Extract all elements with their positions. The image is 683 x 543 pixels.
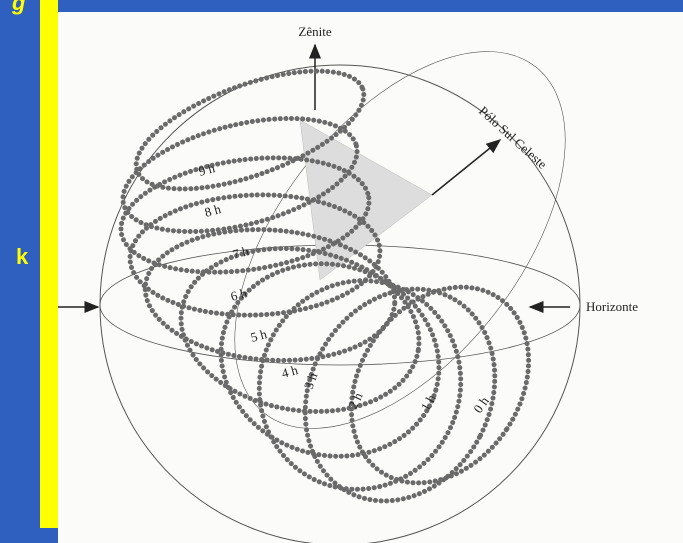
sun-path-loop bbox=[198, 238, 462, 481]
hour-label: 7 h bbox=[231, 243, 251, 262]
pole-label: Pólo Sul Celeste bbox=[476, 103, 550, 172]
hour-label: 6 h bbox=[229, 285, 249, 304]
hour-label: 9 h bbox=[197, 160, 217, 179]
arrow bbox=[432, 140, 500, 195]
sun-path-loop bbox=[228, 250, 492, 520]
hour-label: 3 h bbox=[301, 370, 321, 391]
slide: g k Zênite Pólo Sul Celeste Horizonte 9 … bbox=[0, 0, 683, 543]
accent-bar bbox=[40, 0, 58, 528]
hour-label: 4 h bbox=[280, 362, 300, 381]
hour-label: 8 h bbox=[203, 201, 223, 220]
sphere-diagram: Zênite Pólo Sul Celeste Horizonte 9 h 8 h… bbox=[58, 12, 683, 543]
horizon-label: Horizonte bbox=[586, 299, 638, 314]
figure: Zênite Pólo Sul Celeste Horizonte 9 h 8 h… bbox=[58, 12, 683, 543]
sun-path-loop bbox=[315, 253, 565, 517]
hour-label: 5 h bbox=[249, 326, 269, 345]
zenith-label: Zênite bbox=[298, 24, 331, 39]
text-fragment: k bbox=[16, 244, 28, 270]
hour-label: 0 h bbox=[470, 393, 492, 415]
sun-path-loop bbox=[168, 230, 432, 429]
title-fragment: g bbox=[12, 0, 25, 16]
